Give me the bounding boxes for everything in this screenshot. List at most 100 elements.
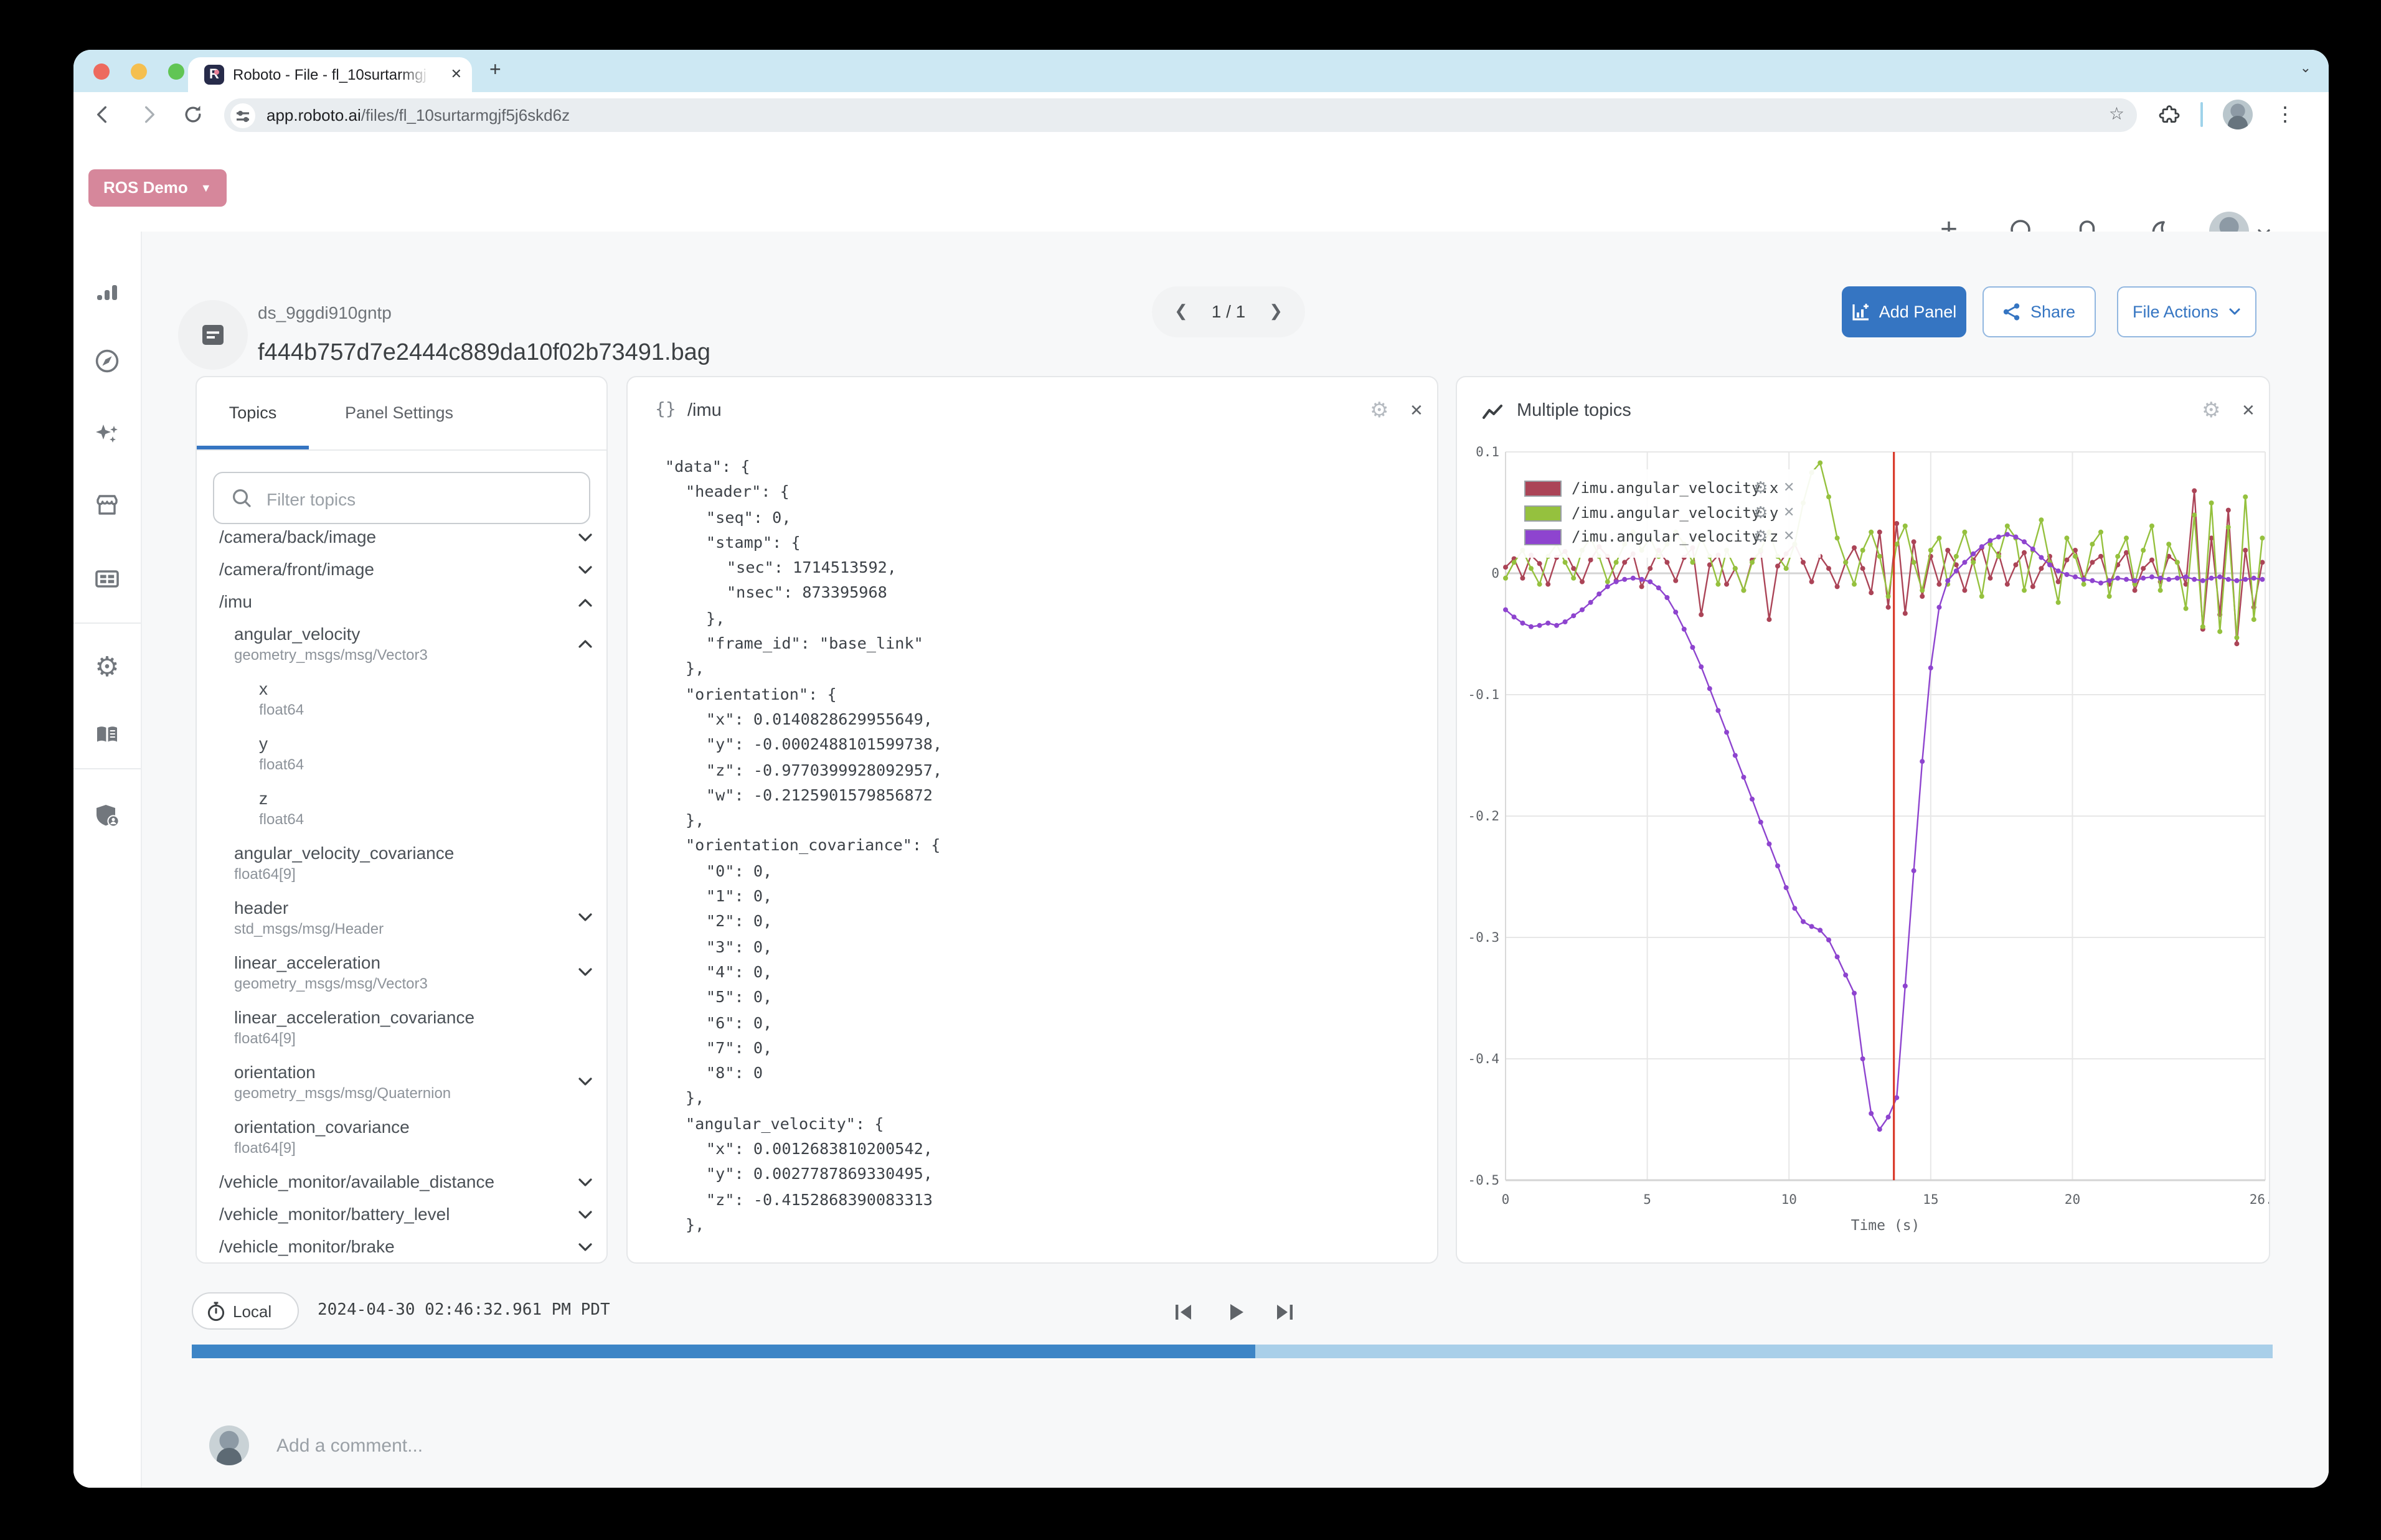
analytics-icon[interactable] [92,278,122,308]
topics-panel: Topics Panel Settings /camera/back/image… [196,376,608,1264]
svg-text:-0.5: -0.5 [1468,1173,1499,1188]
panel-close-icon[interactable]: ✕ [2242,401,2255,420]
marketplace-storefront-icon[interactable] [92,491,122,520]
comment-input[interactable]: Add a comment... [276,1435,423,1457]
file-icon [202,325,224,345]
chevron-down-icon[interactable] [578,1242,593,1252]
tab-panel-settings[interactable]: Panel Settings [344,403,454,422]
share-button[interactable]: Share [1983,286,2096,337]
legend-row: /imu.angular_velocity.y ⚙ ✕ [1524,501,1813,525]
extensions-puzzle-icon[interactable] [2157,102,2182,127]
panel-settings-gear-icon[interactable]: ⚙ [1370,398,1389,422]
filter-topics-input[interactable] [264,473,580,525]
timeseries-chart[interactable]: 0.10-0.1-0.2-0.3-0.4-0.50510152026.8Time… [1457,377,2270,1264]
file-name: f444b757d7e2444c889da10f02b73491.bag [258,340,710,366]
legend-label: /imu.angular_velocity.z [1572,528,1779,545]
explore-compass-icon[interactable] [92,346,122,376]
svg-text:0: 0 [1491,566,1499,581]
series-settings-gear-icon[interactable]: ⚙ [1753,502,1768,521]
json-line: "w": -0.2125901579856872 [706,785,933,804]
chart-legend: /imu.angular_velocity.x ⚙ ✕ /imu.angular… [1517,469,1821,557]
browser-profile-avatar[interactable] [2223,100,2253,129]
rail-divider [73,622,141,624]
panel-close-icon[interactable]: ✕ [1410,401,1423,420]
url-text: app.roboto.ai/files/fl_10surtarmgjf5j6sk… [266,106,570,124]
dataset-id[interactable]: ds_9ggdi910gntp [258,303,392,322]
forward-icon[interactable] [136,102,161,127]
series-remove-icon[interactable]: ✕ [1783,529,1795,544]
skip-to-start-button[interactable] [1171,1300,1195,1325]
svg-text:15: 15 [1923,1192,1938,1207]
chevron-down-icon[interactable] [578,565,593,575]
zoom-window-button[interactable] [168,63,184,80]
ai-sparkles-icon[interactable] [92,420,122,449]
new-tab-button[interactable]: + [489,60,501,81]
json-line: "orientation": { [686,684,837,703]
docs-book-icon[interactable] [92,720,122,749]
json-line: }, [686,1088,705,1107]
series-settings-gear-icon[interactable]: ⚙ [1753,527,1768,545]
tab-search-icon[interactable]: ⌄ [2299,61,2311,76]
json-line: "sec": 1714513592, [727,558,897,577]
series-settings-gear-icon[interactable]: ⚙ [1753,478,1768,497]
chevron-down-icon[interactable] [578,1210,593,1220]
add-panel-button[interactable]: Add Panel [1842,286,1966,337]
close-window-button[interactable] [93,63,110,80]
prev-file-icon[interactable]: ❮ [1174,301,1188,320]
braces-icon: {} [655,400,676,420]
back-icon[interactable] [91,102,116,127]
legend-swatch [1524,529,1562,545]
reload-icon[interactable] [181,102,205,127]
browser-menu-icon[interactable]: ⋮ [2275,105,2295,126]
legend-row: /imu.angular_velocity.x ⚙ ✕ [1524,477,1813,501]
json-line: "angular_velocity": { [686,1114,884,1133]
json-line: "z": -0.9770399928092957, [706,760,943,779]
play-button[interactable] [1223,1300,1248,1325]
svg-text:26.8: 26.8 [2250,1192,2270,1207]
chevron-down-icon[interactable] [578,967,593,977]
json-line: "7": 0, [706,1038,773,1057]
address-bar[interactable]: app.roboto.ai/files/fl_10surtarmgjf5j6sk… [224,98,2137,132]
chevron-down-icon[interactable] [578,913,593,923]
playback-progress-bar[interactable] [192,1345,2273,1358]
admin-shield-icon[interactable] [92,801,122,830]
json-line: "stamp": { [706,532,801,552]
chevron-down-icon[interactable] [578,1077,593,1087]
browser-tab[interactable]: R Roboto - File - fl_10surtarmgj ✕ [188,57,472,92]
legend-label: /imu.angular_velocity.y [1572,504,1779,521]
panel-settings-gear-icon[interactable]: ⚙ [2202,398,2221,422]
tab-topics[interactable]: Topics [229,403,277,422]
minimize-window-button[interactable] [131,63,147,80]
browser-toolbar: app.roboto.ai/files/fl_10surtarmgjf5j6sk… [73,92,2329,138]
series-remove-icon[interactable]: ✕ [1783,505,1795,520]
settings-gear-icon[interactable]: ⚙ [95,651,120,682]
next-file-icon[interactable]: ❯ [1269,301,1283,320]
chevron-up-icon[interactable] [578,639,593,649]
org-switcher[interactable]: ROS Demo ▼ [88,169,227,207]
json-line: "3": 0, [706,937,773,956]
series-remove-icon[interactable]: ✕ [1783,481,1795,495]
tab-title: Roboto - File - fl_10surtarmgj [233,66,427,83]
site-settings-icon[interactable] [230,103,255,128]
file-actions-button[interactable]: File Actions [2117,286,2256,337]
timezone-toggle[interactable]: Local [192,1292,299,1330]
chevron-down-icon[interactable] [578,533,593,543]
svg-text:0: 0 [1502,1192,1510,1207]
chevron-up-icon[interactable] [578,598,593,608]
bookmark-star-icon[interactable]: ☆ [2108,103,2124,123]
browser-window: R Roboto - File - fl_10surtarmgj ✕ + ⌄ [73,50,2329,1488]
tab-close-icon[interactable]: ✕ [450,67,462,82]
json-panel-title: /imu [687,401,722,421]
skip-to-end-button[interactable] [1273,1300,1298,1325]
json-line: }, [686,659,705,678]
json-line: "data": { [665,457,750,476]
filter-topics-box [213,472,590,525]
json-message-view[interactable]: "data": {"header": {"seq": 0, "stamp": {"… [628,454,1437,1261]
share-icon [2004,303,2020,321]
panel-grid-icon[interactable] [92,564,122,594]
chevron-down-icon[interactable] [578,1178,593,1188]
svg-text:0.1: 0.1 [1476,444,1499,459]
json-line: "4": 0, [706,962,773,981]
svg-text:-0.4: -0.4 [1468,1051,1499,1066]
